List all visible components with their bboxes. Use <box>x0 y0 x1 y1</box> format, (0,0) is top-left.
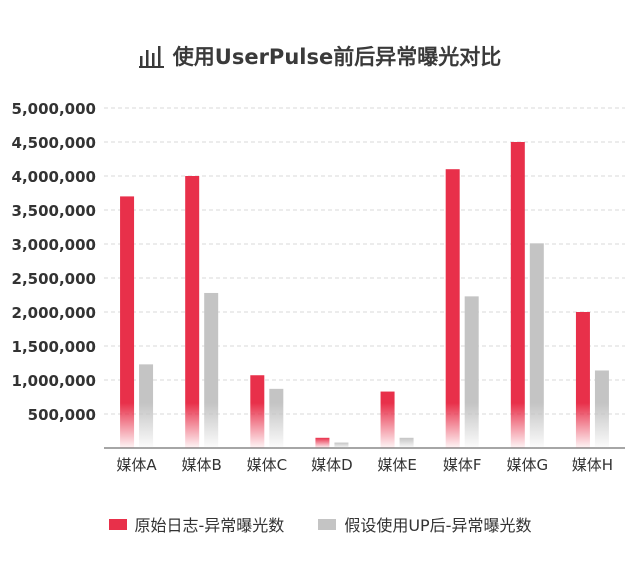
y-tick-label: 1,500,000 <box>12 338 96 356</box>
x-tick-label: 媒体H <box>572 456 613 474</box>
x-tick-label: 媒体G <box>507 456 549 474</box>
bar-userpulse <box>399 437 414 448</box>
bar-userpulse-fade <box>269 403 284 448</box>
legend-swatch-original <box>108 518 127 530</box>
bar-original-fade <box>380 403 395 448</box>
chart-title-row: 使用UserPulse前后异常曝光对比 <box>0 38 640 74</box>
y-tick-label: 2,500,000 <box>12 270 96 288</box>
bar-original-fade <box>445 403 460 448</box>
bar-userpulse-fade <box>594 403 609 448</box>
x-tick-label: 媒体D <box>311 456 353 474</box>
bar-original-fade <box>185 403 200 448</box>
bar-original <box>250 375 265 403</box>
bar-original <box>445 169 460 403</box>
bar-original <box>575 312 590 403</box>
legend-item-original: 原始日志-异常曝光数 <box>108 512 285 536</box>
legend-label-original: 原始日志-异常曝光数 <box>134 516 285 535</box>
x-tick-label: 媒体A <box>116 456 157 474</box>
y-tick-label: 5,000,000 <box>12 100 96 118</box>
bar-original <box>185 176 200 403</box>
bar-original <box>510 142 525 403</box>
bar-userpulse-fade <box>529 403 544 448</box>
bar-userpulse-fade <box>204 403 219 448</box>
y-tick-label: 1,000,000 <box>12 372 96 390</box>
bar-chart: 500,000 1,000,000 1,500,000 2,000,000 2,500,… <box>12 100 625 474</box>
x-tick-label: 媒体B <box>182 456 222 474</box>
x-tick-label: 媒体E <box>377 456 416 474</box>
bar-original <box>380 391 395 403</box>
bar-userpulse <box>594 370 609 403</box>
bar-userpulse-fade <box>139 403 154 448</box>
chart-title: 使用UserPulse前后异常曝光对比 <box>172 45 502 69</box>
legend-label-userpulse: 假设使用UP后-异常曝光数 <box>344 516 532 535</box>
bar-userpulse <box>529 243 544 403</box>
bar-original-fade <box>250 403 265 448</box>
bar-original-fade <box>510 403 525 448</box>
bar-userpulse <box>334 442 349 448</box>
legend: 原始日志-异常曝光数 假设使用UP后-异常曝光数 <box>0 512 640 536</box>
y-tick-label: 3,500,000 <box>12 202 96 220</box>
bar-original <box>120 196 135 403</box>
bar-userpulse-fade <box>464 403 479 448</box>
bar-chart-icon <box>138 46 164 68</box>
legend-swatch-userpulse <box>318 518 337 530</box>
x-tick-label: 媒体F <box>443 456 482 474</box>
y-tick-label: 4,500,000 <box>12 134 96 152</box>
bar-userpulse <box>269 388 284 403</box>
bar-userpulse <box>204 292 219 403</box>
y-tick-label: 500,000 <box>28 406 96 424</box>
bar-userpulse <box>464 296 479 403</box>
legend-item-userpulse: 假设使用UP后-异常曝光数 <box>318 512 531 536</box>
bar-original-fade <box>120 403 135 448</box>
bar-userpulse <box>139 364 154 403</box>
x-tick-label: 媒体C <box>247 456 287 474</box>
bar-original <box>315 437 330 448</box>
y-tick-label: 2,000,000 <box>12 304 96 322</box>
bar-original-fade <box>575 403 590 448</box>
y-tick-label: 3,000,000 <box>12 236 96 254</box>
y-tick-label: 4,000,000 <box>12 168 96 186</box>
